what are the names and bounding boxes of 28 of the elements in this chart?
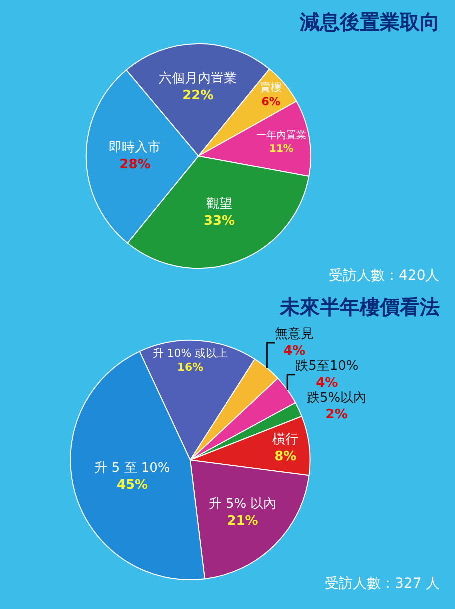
data-label: 4%	[284, 344, 306, 359]
slice-label: 升 5 至 10%	[94, 460, 170, 476]
data-label: 45%	[116, 478, 148, 493]
data-label: 4%	[316, 376, 338, 391]
text: 受訪人數：327 人	[325, 576, 440, 592]
slice-label: 賣樓	[260, 81, 282, 94]
slice-label: 升 5% 以內	[208, 496, 277, 512]
slice-label: 六個月內置業	[159, 72, 238, 87]
slice-label: 觀望	[206, 196, 233, 212]
slice-label: 即時入市	[109, 140, 162, 156]
data-label: 22%	[182, 88, 214, 104]
slice-label: 升 10% 或以上	[152, 346, 228, 360]
data-label: 28%	[120, 158, 151, 173]
data-label: 2%	[326, 408, 348, 423]
text: 受訪人數：420人	[329, 268, 440, 284]
text: 減息後置業取向	[299, 10, 440, 34]
slice-label: 無意見	[275, 327, 314, 342]
data-label: 33%	[204, 214, 236, 229]
slice-label: 跌5%以內	[306, 390, 367, 406]
chart-title: 未來半年樓價看法	[279, 295, 440, 319]
data-label: 11%	[269, 144, 294, 155]
data-label: 6%	[262, 96, 281, 109]
slice-label: 橫行	[272, 432, 299, 448]
slice-label: 跌5至10%	[296, 358, 359, 374]
data-label: 21%	[227, 514, 258, 529]
data-label: 16%	[177, 361, 204, 374]
data-label: 8%	[274, 450, 297, 464]
slice-label: 一年內置業	[256, 130, 306, 142]
